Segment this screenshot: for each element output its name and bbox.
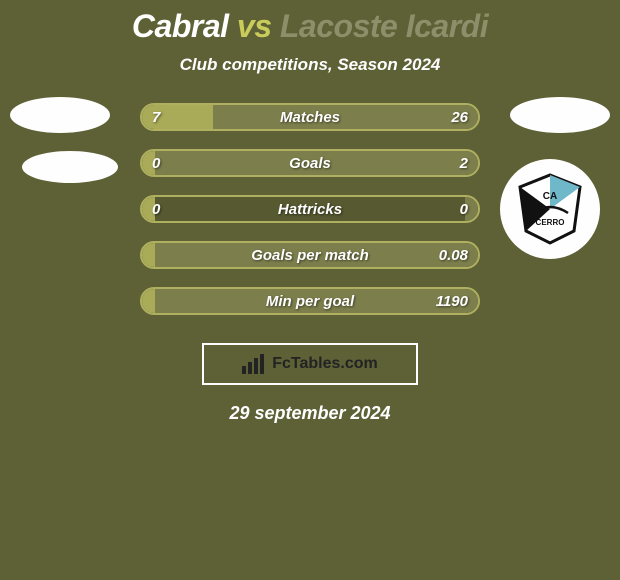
stat-row: Goals per match0.08	[140, 241, 480, 269]
stat-value-right: 2	[460, 151, 468, 175]
stat-value-right: 1190	[436, 289, 468, 313]
svg-text:CERRO: CERRO	[536, 218, 565, 227]
subtitle: Club competitions, Season 2024	[0, 55, 620, 75]
stat-row: 0Hattricks0	[140, 195, 480, 223]
bar-chart-icon	[242, 354, 266, 374]
comparison-title: Cabral vs Lacoste Icardi	[0, 8, 620, 45]
stat-value-right: 0	[460, 197, 468, 221]
player1-badge-1	[10, 97, 110, 133]
stat-label: Goals	[142, 151, 478, 175]
date-text: 29 september 2024	[0, 403, 620, 424]
player2-badge-1	[510, 97, 610, 133]
vs-separator: vs	[237, 8, 272, 44]
stat-label: Min per goal	[142, 289, 478, 313]
stat-label: Matches	[142, 105, 478, 129]
stat-row: 0Goals2	[140, 149, 480, 177]
svg-text:CA: CA	[543, 191, 557, 202]
player1-name: Cabral	[132, 8, 229, 44]
brand-box: FcTables.com	[202, 343, 418, 385]
player2-club-badge: CA CERRO	[500, 159, 600, 259]
stat-bars: 7Matches260Goals20Hattricks0Goals per ma…	[140, 103, 480, 333]
cerro-club-logo-icon: CA CERRO	[510, 169, 590, 249]
player1-badge-2	[22, 151, 118, 183]
stat-label: Hattricks	[142, 197, 478, 221]
stat-row: 7Matches26	[140, 103, 480, 131]
stat-row: Min per goal1190	[140, 287, 480, 315]
stats-panel: CA CERRO 7Matches260Goals20Hattricks0Goa…	[0, 103, 620, 333]
stat-value-right: 0.08	[439, 243, 468, 267]
player2-name: Lacoste Icardi	[280, 8, 488, 44]
stat-label: Goals per match	[142, 243, 478, 267]
brand-text: FcTables.com	[272, 355, 378, 373]
stat-value-right: 26	[451, 105, 468, 129]
